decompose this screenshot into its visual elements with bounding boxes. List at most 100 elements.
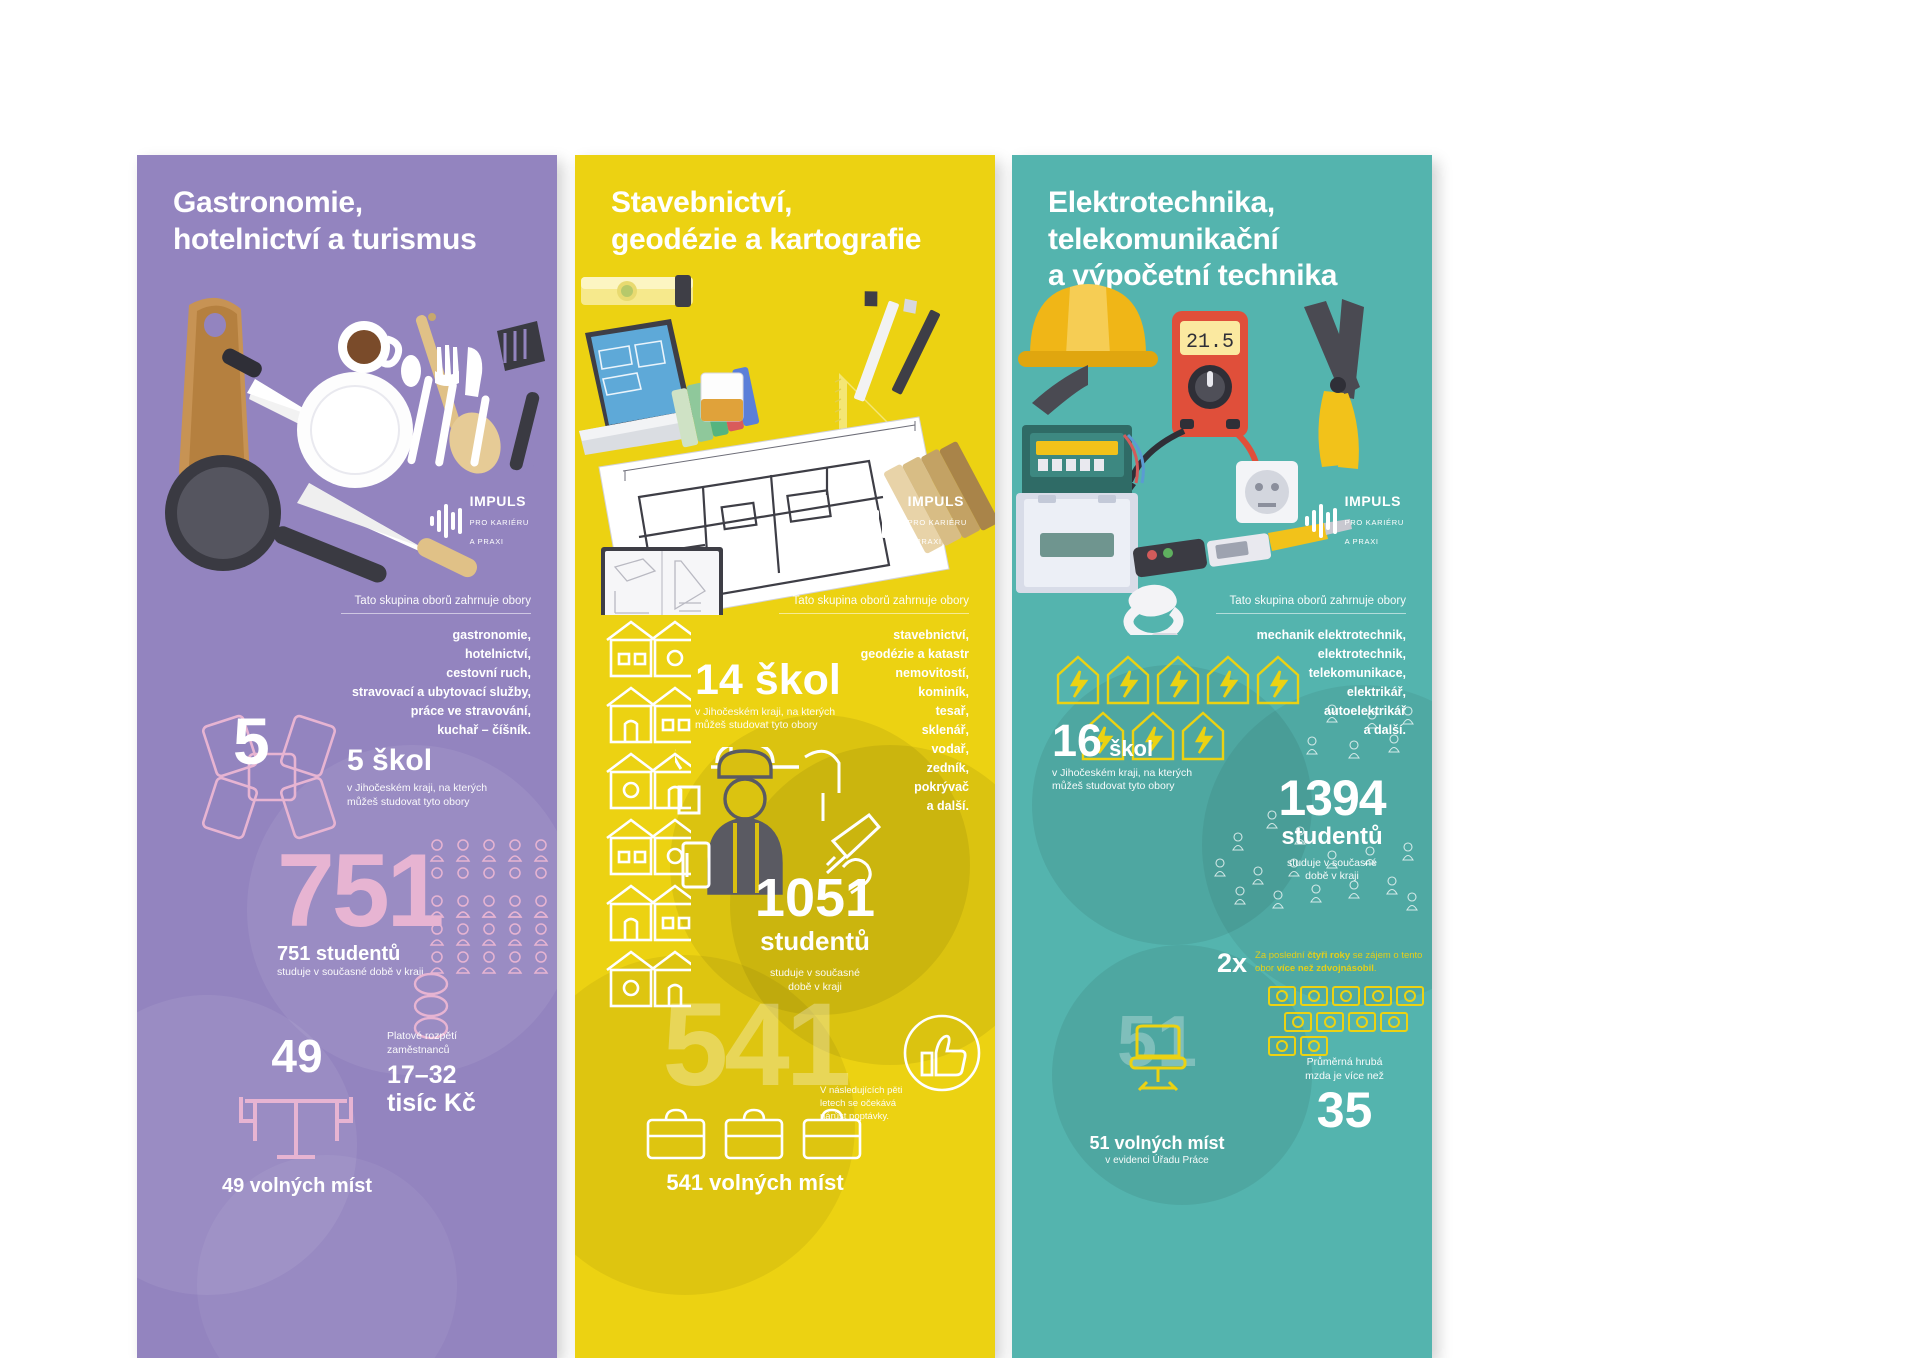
panel-stavebnictvi: Stavebnictví, geodézie a kartografie [575, 155, 995, 1358]
students-value: 751 [277, 833, 445, 949]
logo-name: IMPULS [1344, 493, 1402, 509]
thumbs-up-icon [903, 1014, 981, 1092]
logo-line3: A PRAXI [907, 536, 942, 546]
salary-value: 35 [1316, 1082, 1373, 1139]
students-value: 1051 [754, 868, 876, 928]
wall-socket-icon [1236, 461, 1298, 523]
students-note: studuje v současné době v kraji [1287, 856, 1377, 883]
logo-line2: PRO KARIÉRU [469, 517, 529, 527]
svg-text:21.5: 21.5 [1186, 331, 1234, 354]
logo-name: IMPULS [469, 493, 527, 509]
schools-label: 14 škol [695, 656, 841, 704]
impuls-bars-icon [867, 504, 900, 539]
coin-stack-icon [413, 972, 449, 1040]
impuls-logo: IMPULS PRO KARIÉRU A PRAXI [1304, 493, 1404, 550]
spatula-icon [497, 321, 545, 473]
spirit-level-icon [581, 275, 693, 307]
schools-note: v Jihočeském kraji, na kterých můžeš stu… [347, 782, 488, 808]
stat-students: 1394 studentů studuje v současné době v … [1237, 770, 1427, 884]
panel-title: Stavebnictví, geodézie a kartografie [611, 186, 922, 256]
house-bolt-icon [1056, 655, 1300, 761]
stat-schools: 14 škol v Jihočeském kraji, na kterých m… [695, 656, 975, 733]
plate-icon [297, 372, 413, 488]
color-swatch-icon [671, 367, 760, 448]
stat-salary: Průměrná hrubá mzda je více než 35 [1257, 986, 1432, 1139]
jobs-label: 541 volných míst [666, 1170, 844, 1196]
jobs-label: 51 volných míst [1089, 1132, 1225, 1153]
includes-lead: Tato skupina oborů zahrnuje obory [354, 595, 531, 607]
stat-salary: Platové rozpětí zaměstnanců 17–32 tisíc … [387, 972, 537, 1117]
logo-line3: A PRAXI [469, 536, 504, 546]
outlook-note: V následujících pěti letech se očekává n… [820, 1085, 903, 1122]
stat-students: 751 751 studentů studuje v současné době… [277, 833, 547, 979]
stat-jobs: 49 49 volných míst [197, 1030, 397, 1198]
panel-title: Gastronomie, hotelnictví a turismus [173, 186, 477, 256]
stat-growth: 2x Za poslední čtyři roky se zájem o ten… [1217, 950, 1432, 977]
jobs-value: 541 [662, 979, 852, 1111]
money-stack-icon [1268, 986, 1424, 1056]
impuls-logo: IMPULS PRO KARIÉRU A PRAXI [429, 493, 529, 550]
office-chair-icon [1129, 1024, 1187, 1092]
pencil-icon [854, 291, 899, 402]
frying-pan-icon [165, 455, 387, 583]
logo-line2: PRO KARIÉRU [1344, 517, 1404, 527]
includes-list: gastronomie, hotelnictví, cestovní ruch,… [351, 628, 531, 737]
schools-label: 5 škol [347, 744, 433, 777]
stat-jobs: 541 541 volných míst [590, 979, 920, 1196]
impuls-logo: IMPULS PRO KARIÉRU A PRAXI [867, 493, 967, 550]
stat-students: 1051 studentů studuje v současné době v … [690, 868, 940, 995]
hero-illustration-gastronomie [137, 255, 557, 585]
chef-knife-icon [297, 483, 478, 578]
divider [779, 613, 969, 614]
jobs-label: 49 volných míst [221, 1174, 373, 1197]
schools-note: v Jihočeském kraji, na kterých můžeš stu… [695, 705, 836, 732]
stat-schools: 16 škol v Jihočeském kraji, na kterých mů… [1052, 715, 1302, 794]
logo-name: IMPULS [907, 493, 965, 509]
school-building-icon [201, 714, 337, 840]
includes-list: mechanik elektrotechnik, elektrotechnik,… [1256, 628, 1406, 737]
hard-hat-icon [1018, 284, 1158, 415]
cfl-bulb-icon [1123, 584, 1184, 635]
panel-elektrotechnika: Elektrotechnika, telekomunikační a výpoč… [1012, 155, 1432, 1358]
fork-icon [435, 345, 459, 467]
panel-title: Elektrotechnika, telekomunikační a výpoč… [1048, 186, 1338, 293]
salary-value: 17–32 tisíc Kč [387, 1061, 476, 1117]
salary-note: Průměrná hrubá mzda je více než [1305, 1056, 1384, 1083]
impuls-bars-icon [429, 504, 462, 539]
includes-list: stavebnictví, geodézie a katastr nemovit… [860, 628, 969, 813]
multimeter-icon: 21.5 [1116, 311, 1266, 509]
people-icon [1214, 704, 1418, 911]
hero-illustration-elektrotechnika: 21.5 [1012, 265, 1432, 635]
fuse-box-icon [1016, 425, 1145, 593]
students-label: studentů [760, 926, 870, 957]
spoon-icon [401, 355, 433, 465]
jobs-value: 49 [271, 1030, 323, 1082]
schools-label: škol [1109, 736, 1154, 761]
schools-value: 5 [233, 704, 270, 778]
logo-line3: A PRAXI [1344, 536, 1379, 546]
impuls-bars-icon [1304, 504, 1337, 539]
panel-gastronomie: Gastronomie, hotelnictví a turismus [137, 155, 557, 1358]
school-building-icon [606, 620, 691, 1008]
includes-block: Tato skupina oborů zahrnuje obory mechan… [1106, 595, 1406, 740]
wood-samples-icon [884, 441, 995, 554]
laptop-blueprint-icon [579, 319, 695, 455]
schools-note: v Jihočeském kraji, na kterých můžeš stu… [1052, 766, 1193, 793]
pen-icon [892, 298, 941, 395]
students-value: 1394 [1278, 770, 1386, 826]
growth-multiplier: 2x [1217, 948, 1248, 978]
students-label: studentů [1281, 822, 1383, 850]
students-note: studuje v současné době v kraji [770, 967, 860, 993]
students-label: 751 studentů [277, 942, 401, 965]
toolbox-icon [646, 1109, 862, 1160]
pliers-icon [1304, 299, 1364, 469]
stat-jobs: 51 51 volných míst v evidenci Úřadu Prác… [1057, 1006, 1257, 1167]
includes-lead: Tato skupina oborů zahrnuje obory [1229, 595, 1406, 607]
table-knife-icon [465, 347, 490, 467]
schools-value: 16 [1052, 715, 1103, 766]
builder-icon [675, 747, 882, 895]
includes-block: Tato skupina oborů zahrnuje obory staveb… [669, 595, 969, 816]
coffee-cup-icon [338, 321, 403, 373]
table-chairs-icon [239, 1097, 353, 1159]
